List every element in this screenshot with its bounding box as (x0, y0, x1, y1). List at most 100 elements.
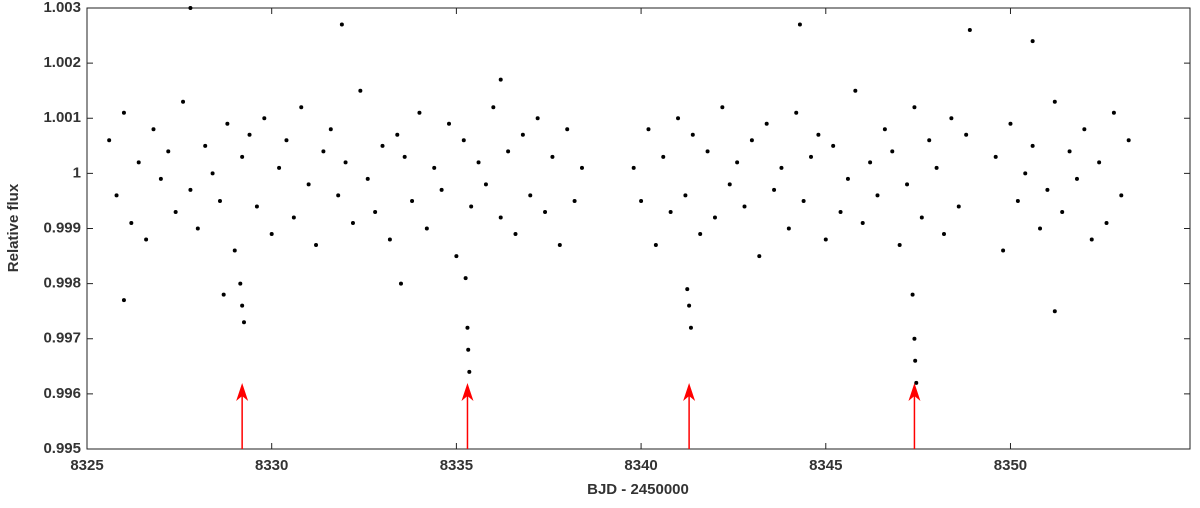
data-point (528, 193, 533, 198)
data-point (262, 116, 267, 121)
x-tick-label: 8330 (255, 457, 288, 474)
data-point (749, 138, 754, 143)
data-point (557, 243, 562, 248)
data-point (653, 243, 658, 248)
data-point (136, 160, 141, 165)
data-point (1038, 226, 1043, 231)
data-point (838, 209, 843, 214)
data-point (238, 281, 243, 286)
y-tick-label: 1.002 (43, 54, 81, 71)
data-point (410, 198, 415, 203)
data-point (550, 154, 555, 159)
data-point (705, 149, 710, 154)
data-point (461, 138, 466, 143)
data-point (934, 165, 939, 170)
data-point (875, 193, 880, 198)
data-point (1060, 209, 1065, 214)
data-point (240, 303, 245, 308)
y-tick-label: 0.999 (43, 219, 81, 236)
data-point (241, 320, 246, 325)
data-point (794, 110, 799, 115)
data-point (565, 127, 570, 132)
data-point (506, 149, 511, 154)
data-point (913, 358, 918, 363)
data-point (469, 204, 474, 209)
data-point (188, 6, 193, 10)
data-point (688, 325, 693, 330)
data-point (365, 176, 370, 181)
data-point (240, 154, 245, 159)
data-point (967, 28, 972, 33)
y-tick-label: 0.995 (43, 440, 81, 457)
data-point (395, 132, 400, 137)
data-point (683, 193, 688, 198)
x-tick-label: 8345 (809, 457, 842, 474)
x-tick-label: 8340 (624, 457, 657, 474)
data-point (535, 116, 540, 121)
data-point (816, 132, 821, 137)
data-point (543, 209, 548, 214)
data-point (520, 132, 525, 137)
data-point (661, 154, 666, 159)
data-point (299, 105, 304, 110)
data-point (1023, 171, 1028, 176)
data-point (941, 232, 946, 237)
y-tick-label: 1.001 (43, 109, 81, 126)
data-point (373, 209, 378, 214)
data-point (339, 22, 344, 27)
data-point (720, 105, 725, 110)
data-point (779, 165, 784, 170)
data-point (690, 132, 695, 137)
data-point (336, 193, 341, 198)
data-point (232, 248, 237, 253)
data-point (254, 204, 259, 209)
data-point (890, 149, 895, 154)
data-point (809, 154, 814, 159)
y-tick-label: 1 (73, 164, 81, 181)
data-point (1052, 309, 1057, 314)
data-point (646, 127, 651, 132)
data-point (225, 121, 230, 126)
data-point (905, 182, 910, 187)
x-axis-label: BJD - 2450000 (587, 481, 689, 498)
data-point (447, 121, 452, 126)
data-point (181, 99, 186, 104)
data-point (221, 292, 226, 297)
data-point (1119, 193, 1124, 198)
data-point (860, 220, 865, 225)
data-point (291, 215, 296, 220)
data-point (277, 165, 282, 170)
data-point (203, 143, 208, 148)
data-point (1126, 138, 1131, 143)
data-point (1052, 99, 1057, 104)
data-point (914, 380, 919, 385)
data-point (964, 132, 969, 137)
data-point (1008, 121, 1013, 126)
y-tick-label: 0.996 (43, 385, 81, 402)
data-point (572, 198, 577, 203)
data-point (912, 336, 917, 341)
data-point (210, 171, 215, 176)
data-point (476, 160, 481, 165)
data-point (121, 298, 126, 303)
data-point (454, 254, 459, 259)
data-point (727, 182, 732, 187)
data-point (639, 198, 644, 203)
data-point (845, 176, 850, 181)
data-point (498, 77, 503, 82)
data-point (764, 121, 769, 126)
data-point (114, 193, 119, 198)
data-point (1067, 149, 1072, 154)
data-point (897, 243, 902, 248)
data-point (742, 204, 747, 209)
data-point (1030, 39, 1035, 44)
arrow-head (236, 383, 249, 401)
data-point (466, 347, 471, 352)
data-point (698, 232, 703, 237)
data-point (158, 176, 163, 181)
y-tick-label: 0.998 (43, 275, 81, 292)
data-point (882, 127, 887, 132)
data-point (380, 143, 385, 148)
data-point (1001, 248, 1006, 253)
data-point (465, 325, 470, 330)
